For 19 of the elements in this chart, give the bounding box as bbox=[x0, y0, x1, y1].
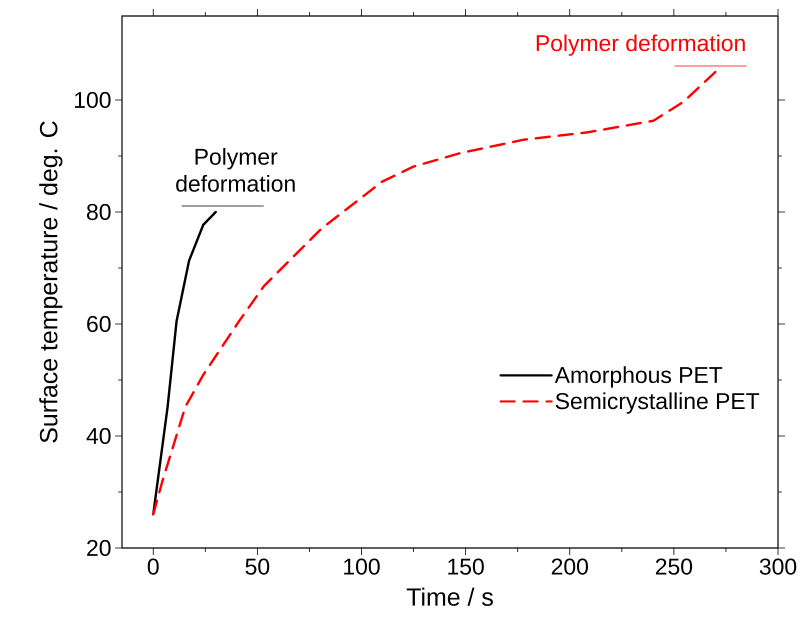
legend-label: Amorphous PET bbox=[554, 366, 722, 388]
y-tick-label: 100 bbox=[75, 92, 111, 108]
x-tick-label: 0 bbox=[148, 558, 159, 575]
y-axis-title: Surface temperature / deg. C bbox=[39, 121, 62, 443]
x-tick-label: 150 bbox=[448, 558, 484, 575]
y-tick-label: 20 bbox=[87, 540, 111, 556]
y-tick-label: 80 bbox=[86, 204, 111, 220]
line-series bbox=[152, 210, 217, 516]
x-tick-label: 50 bbox=[246, 558, 270, 575]
y-tick-label: 40 bbox=[86, 428, 111, 444]
x-tick-label: 300 bbox=[760, 558, 796, 575]
x-tick-label: 200 bbox=[552, 558, 588, 575]
annotation: Polymer deformation bbox=[176, 148, 295, 192]
x-tick-label: 100 bbox=[344, 558, 380, 575]
legend-label: Semicrystalline PET bbox=[556, 392, 760, 414]
x-tick-label: 250 bbox=[656, 558, 692, 575]
x-axis-title: Time / s bbox=[406, 588, 493, 606]
annotation: Polymer deformation bbox=[536, 34, 745, 56]
y-tick-label: 60 bbox=[87, 316, 111, 332]
